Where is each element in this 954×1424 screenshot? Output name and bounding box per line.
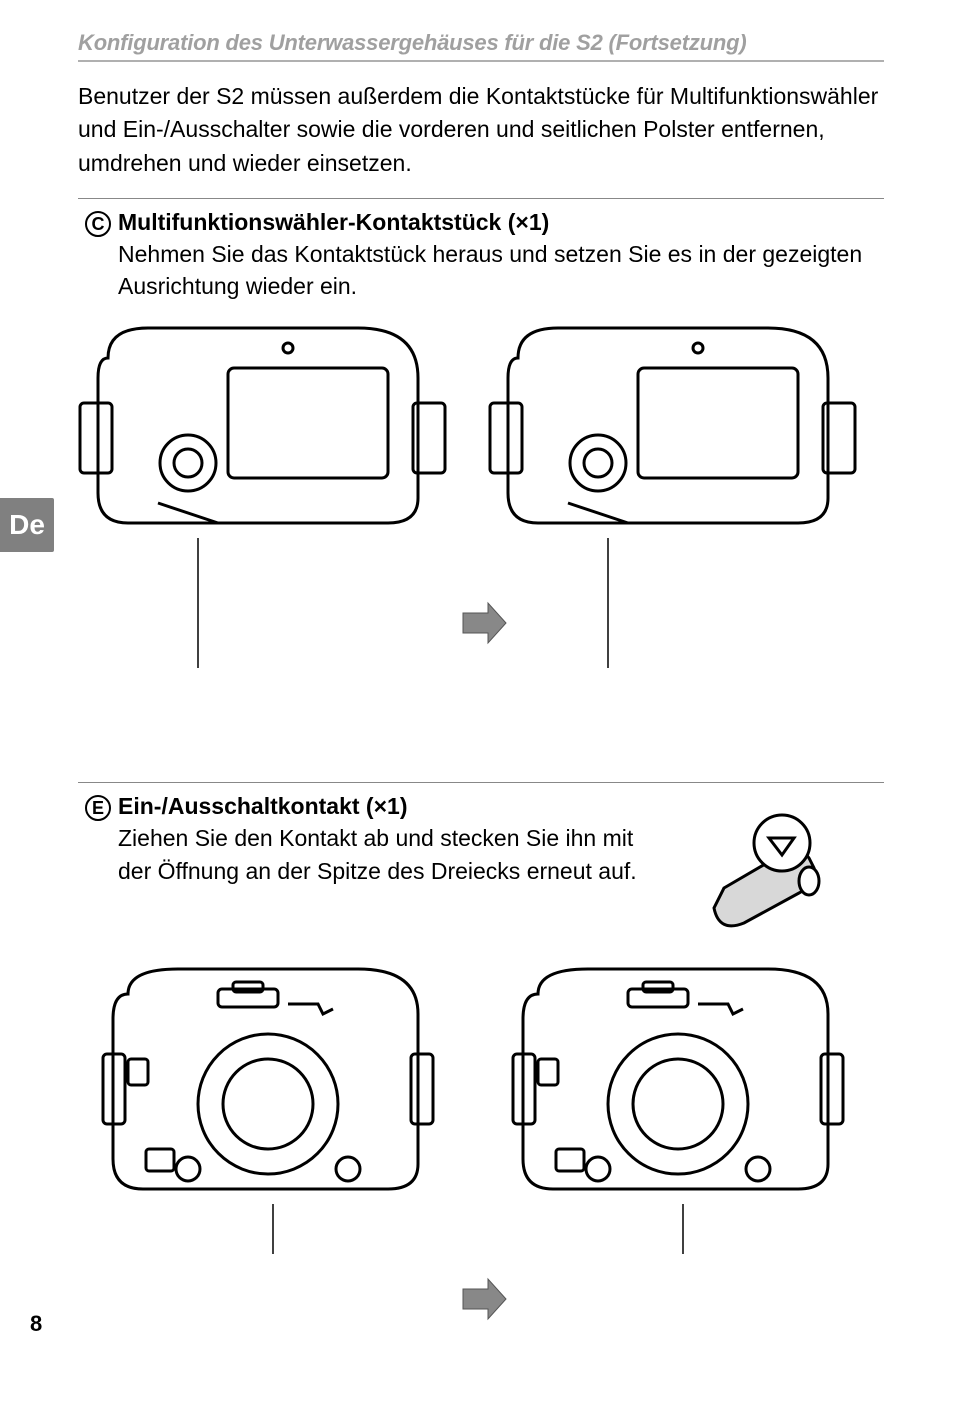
- figure-area-c: [78, 308, 884, 778]
- header-rule: Konfiguration des Unterwassergehäuses fü…: [78, 30, 884, 62]
- step-e: E Ein-/Ausschaltkontakt (×1) Ziehen Sie …: [78, 793, 884, 948]
- page-number: 8: [30, 1311, 42, 1337]
- figure-area-e: [78, 954, 884, 1424]
- step-c-label: C: [78, 209, 118, 302]
- step-e-title: Ein-/Ausschaltkontakt (×1): [118, 793, 664, 820]
- divider-top: [78, 198, 884, 199]
- step-e-inline-figure: [664, 793, 884, 948]
- step-e-label: E: [78, 793, 118, 948]
- housing-e-right: [498, 954, 858, 1204]
- arrow-e: [458, 1274, 508, 1324]
- step-c: C Multifunktionswähler-Kontaktstück (×1)…: [78, 209, 884, 302]
- divider-mid: [78, 782, 884, 783]
- step-c-letter: C: [85, 211, 111, 237]
- step-c-title: Multifunktionswähler-Kontaktstück (×1): [118, 209, 884, 236]
- language-tab: De: [0, 498, 54, 552]
- step-e-textcol: Ein-/Ausschaltkontakt (×1) Ziehen Sie de…: [118, 793, 664, 948]
- intro-text: Benutzer der S2 müssen außerdem die Kont…: [78, 80, 884, 180]
- header-title: Konfiguration des Unterwassergehäuses fü…: [78, 30, 884, 56]
- page: Konfiguration des Unterwassergehäuses fü…: [0, 0, 954, 1357]
- housing-c-right: [488, 308, 858, 538]
- step-e-text: Ziehen Sie den Kontakt ab und stecken Si…: [118, 822, 664, 886]
- step-c-body: Multifunktionswähler-Kontaktstück (×1) N…: [118, 209, 884, 302]
- step-e-letter: E: [85, 795, 111, 821]
- housing-e-left: [88, 954, 448, 1204]
- step-e-body: Ein-/Ausschaltkontakt (×1) Ziehen Sie de…: [118, 793, 884, 948]
- housing-c-left: [78, 308, 448, 538]
- arrow-c: [458, 598, 508, 648]
- step-c-text: Nehmen Sie das Kontaktstück heraus und s…: [118, 238, 884, 302]
